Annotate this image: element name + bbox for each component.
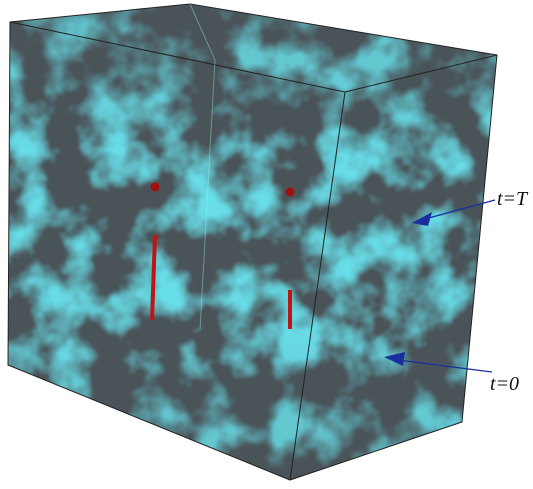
probe-point <box>150 182 160 192</box>
probe-line <box>150 234 157 321</box>
label-top: t=T <box>497 188 529 210</box>
cube-edges <box>7 3 498 481</box>
arrow-top <box>412 199 496 226</box>
label-bottom: t=0 <box>490 373 519 395</box>
arrow-bottom <box>384 352 493 373</box>
probe-point <box>285 187 295 197</box>
probes <box>150 182 295 329</box>
